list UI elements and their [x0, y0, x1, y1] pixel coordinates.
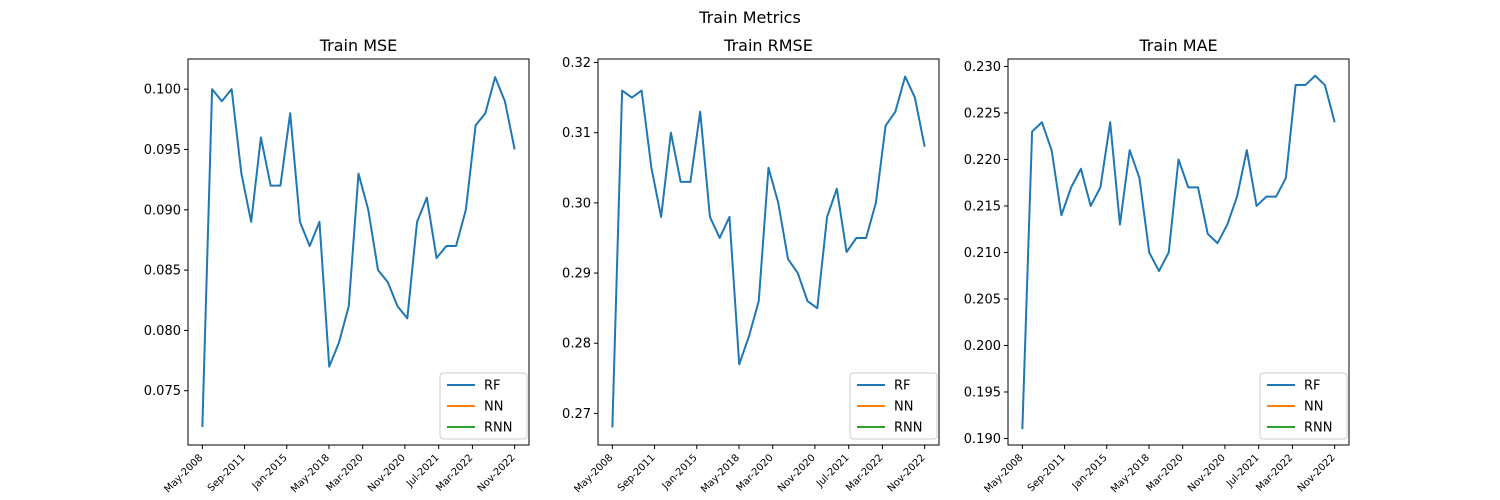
legend: RF NN RNN [1259, 372, 1348, 440]
y-tick-label: 0.220 [964, 153, 1001, 168]
panel-2: Train RMSE 0.27 0.28 0.29 0.30 0.31 0.32 May-20… [562, 36, 940, 495]
x-tick-label: Mar-2022 [1254, 452, 1295, 493]
series-line-rf [1021, 74, 1336, 430]
x-tick-label: May-2008 [163, 452, 206, 495]
x-tick-label: Nov-2022 [1296, 452, 1338, 494]
y-tick-label: 0.100 [144, 83, 181, 98]
legend-box [1259, 372, 1348, 440]
x-tick-label: Nov-2020 [366, 452, 408, 494]
x-tick-label: Nov-2020 [776, 452, 818, 494]
x-tick-label: Sep-2011 [616, 452, 658, 494]
legend-label-rnn: RNN [484, 421, 512, 436]
axes-frame [1007, 58, 1350, 446]
panel-1: Train MSE 0.075 0.080 0.085 0.090 0.095 0.100 M… [144, 36, 530, 495]
y-tick-label: 0.190 [964, 432, 1001, 447]
y-tick-label: 0.225 [964, 106, 1001, 121]
x-tick-label: May-2018 [699, 452, 742, 495]
x-tick-label: Nov-2022 [886, 452, 928, 494]
y-tick-label: 0.200 [964, 339, 1001, 354]
y-tick-label: 0.210 [964, 246, 1001, 261]
y-tick-label: 0.32 [562, 56, 591, 71]
x-tick-label: May-2008 [983, 452, 1026, 495]
x-tick-label: Mar-2022 [434, 452, 475, 493]
legend-label-nn: NN [894, 400, 913, 415]
y-tick-label: 0.095 [144, 143, 181, 158]
panel-title: Train MAE [1138, 36, 1217, 55]
y-tick-label: 0.30 [562, 196, 591, 211]
panel-3: Train MAE 0.190 0.195 0.200 0.205 0.210 0.215 0… [964, 36, 1350, 495]
x-tick-label: Jan-2015 [250, 452, 290, 492]
panel-title: Train MSE [319, 36, 398, 55]
y-tick-label: 0.215 [964, 199, 1001, 214]
y-tick-label: 0.205 [964, 292, 1001, 307]
x-tick-label: Nov-2020 [1186, 452, 1228, 494]
x-tick-label: Sep-2011 [1026, 452, 1068, 494]
x-tick-label: Mar-2022 [844, 452, 885, 493]
axes-frame [187, 58, 530, 446]
x-tick-label: May-2018 [289, 452, 332, 495]
legend-label-rf: RF [894, 379, 911, 394]
x-tick-label: Mar-2020 [734, 452, 775, 493]
legend-label-rnn: RNN [894, 421, 922, 436]
legend: RF NN RNN [849, 372, 938, 440]
legend-box [849, 372, 938, 440]
y-tick-label: 0.075 [144, 384, 181, 399]
y-tick-label: 0.090 [144, 203, 181, 218]
legend-label-rf: RF [1304, 379, 1321, 394]
legend-label-nn: NN [484, 400, 503, 415]
x-tick-label: May-2018 [1109, 452, 1152, 495]
series-line-rf [201, 76, 516, 427]
figure-suptitle: Train Metrics [698, 8, 801, 27]
x-tick-label: Mar-2020 [324, 452, 365, 493]
y-tick-label: 0.28 [562, 337, 591, 352]
legend-label-rnn: RNN [1304, 421, 1332, 436]
y-tick-label: 0.29 [562, 267, 591, 282]
y-tick-label: 0.27 [562, 407, 591, 422]
y-tick-label: 0.195 [964, 385, 1001, 400]
x-tick-label: Jan-2015 [660, 452, 700, 492]
x-tick-label: Nov-2022 [476, 452, 518, 494]
panel-title: Train RMSE [723, 36, 813, 55]
y-tick-label: 0.085 [144, 264, 181, 279]
x-tick-label: Mar-2020 [1144, 452, 1185, 493]
x-tick-label: May-2008 [573, 452, 616, 495]
axes-frame [597, 58, 940, 446]
y-tick-label: 0.230 [964, 60, 1001, 75]
y-tick-label: 0.080 [144, 324, 181, 339]
x-tick-label: Jan-2015 [1070, 452, 1110, 492]
legend-label-nn: NN [1304, 400, 1323, 415]
y-tick-label: 0.31 [562, 126, 591, 141]
legend: RF NN RNN [439, 372, 528, 440]
x-tick-label: Sep-2011 [206, 452, 248, 494]
legend-label-rf: RF [484, 379, 501, 394]
legend-box [439, 372, 528, 440]
series-line-rf [611, 75, 926, 428]
